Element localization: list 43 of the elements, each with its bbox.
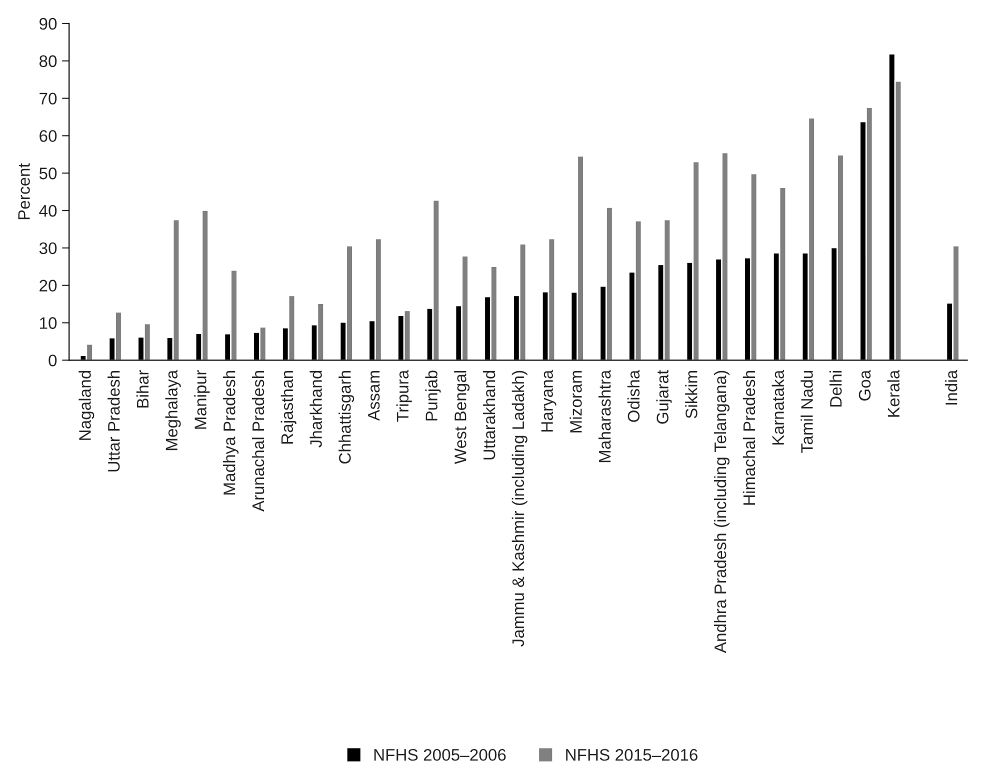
y-tick-label: 0 <box>48 354 57 366</box>
x-tick-label: Meghalaya <box>165 370 181 450</box>
y-tick-label: 40 <box>39 204 57 217</box>
y-tick-label: 90 <box>40 18 57 30</box>
x-tick-label: Punjab <box>425 370 441 420</box>
y-tick-label: 60 <box>40 130 57 142</box>
x-tick-label: Kerala <box>887 370 900 417</box>
y-tick-label: 70 <box>40 92 57 105</box>
x-tick-label: Karnataka <box>772 370 784 445</box>
x-tick-label: Mizoram <box>570 371 582 432</box>
y-tick-label: 30 <box>39 242 57 254</box>
x-tick-label: Nagaland <box>78 370 94 440</box>
x-tick-label: Bihar <box>136 370 149 408</box>
x-tick-label: Odisha <box>627 370 640 422</box>
legend-label: NFHS 2005–2006 <box>374 748 506 761</box>
y-tick-label: 50 <box>39 168 57 180</box>
x-tick-label: Maharashtra <box>598 370 611 462</box>
y-tick-label: 20 <box>40 280 57 292</box>
x-tick-label: Tamil Nadu <box>800 371 813 453</box>
y-axis-title: Percent <box>18 163 30 220</box>
x-tick-label: Uttar Pradesh <box>108 370 120 472</box>
x-tick-label: Gujarat <box>656 370 672 424</box>
y-tick-label: 10 <box>40 317 57 329</box>
x-tick-label: Tripura <box>396 370 412 422</box>
x-tick-label: Assam <box>368 371 380 421</box>
x-tick-label: Sikkim <box>685 371 698 418</box>
x-tick-label: Uttarakhand <box>482 370 496 460</box>
legend-label: NFHS 2015–2016 <box>566 748 698 761</box>
x-tick-label: Andhra Pradesh (including Telangana) <box>714 370 730 654</box>
x-tick-label: Rajasthan <box>280 370 296 444</box>
x-tick-label: Delhi <box>830 371 842 407</box>
x-tick-label: Manipur <box>194 370 210 429</box>
x-tick-label: Chhattisgarh <box>338 370 354 464</box>
x-tick-label: Goa <box>858 370 871 401</box>
x-tick-label: Arunachal Pradesh <box>252 370 264 512</box>
x-tick-label: Haryana <box>541 370 556 432</box>
x-tick-label: Jammu & Kashmir (including Ladakh) <box>512 370 528 647</box>
x-tick-label: West Bengal <box>454 371 470 464</box>
x-tick-label: Himachal Pradesh <box>742 370 756 505</box>
x-tick-label: Jharkhand <box>310 370 322 448</box>
y-tick-label: 80 <box>39 55 57 68</box>
x-tick-label: Madhya Pradesh <box>223 370 239 495</box>
x-tick-label: India <box>945 370 958 404</box>
